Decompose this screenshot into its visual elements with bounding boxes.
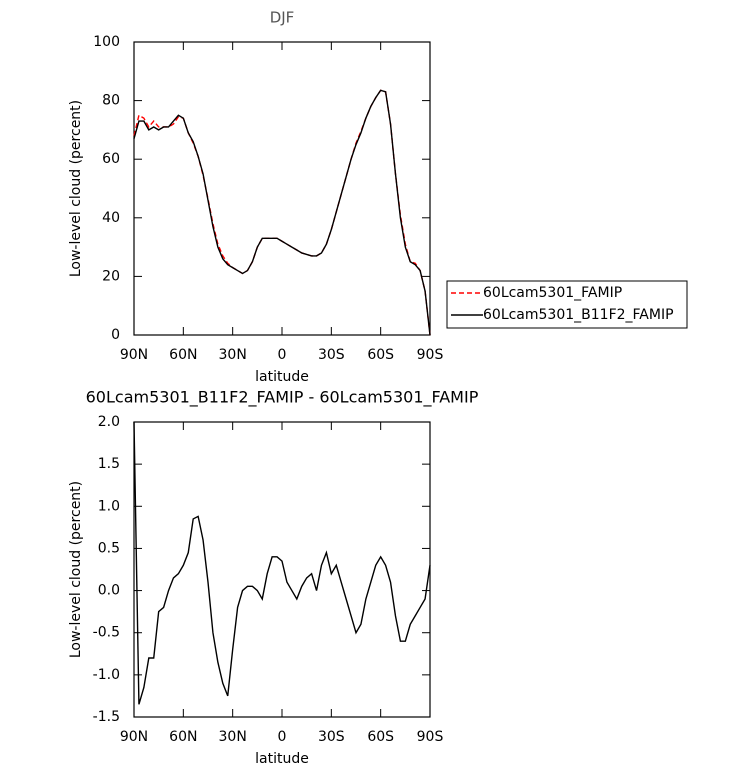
- chart-title: DJF: [270, 9, 295, 27]
- y-tick-label: 40: [102, 210, 120, 226]
- x-tick-label: 60N: [169, 729, 197, 745]
- x-tick-label: 90N: [120, 347, 148, 363]
- series-line: [133, 89, 431, 336]
- y-tick-label: 0.5: [98, 540, 120, 556]
- y-tick-label: 20: [102, 268, 120, 284]
- x-tick-label: 30N: [219, 729, 247, 745]
- x-tick-label: 90S: [417, 729, 444, 745]
- x-tick-label: 90N: [120, 729, 148, 745]
- plot-frame: [133, 421, 431, 718]
- y-tick-label: 2.0: [98, 414, 120, 430]
- y-tick-label: -1.0: [93, 667, 120, 683]
- series-line: [133, 89, 431, 336]
- x-tick-label: 0: [278, 347, 287, 363]
- x-tick-label: 30N: [219, 347, 247, 363]
- x-axis-label: latitude: [255, 751, 309, 767]
- x-tick-label: 30S: [318, 729, 345, 745]
- legend-label: 60Lcam5301_B11F2_FAMIP: [483, 307, 674, 323]
- y-tick-label: 1.5: [98, 456, 120, 472]
- y-tick-label: 60: [102, 151, 120, 167]
- x-tick-label: 60S: [367, 729, 394, 745]
- plot-frame: [133, 41, 431, 336]
- y-axis-label: Low-level cloud (percent): [68, 100, 84, 277]
- x-tick-label: 60N: [169, 347, 197, 363]
- legend-box: [446, 280, 688, 329]
- x-tick-label: 60S: [367, 347, 394, 363]
- y-tick-label: 100: [93, 34, 120, 50]
- x-tick-label: 90S: [417, 347, 444, 363]
- y-tick-label: -0.5: [93, 625, 120, 641]
- y-tick-label: 1.0: [98, 498, 120, 514]
- y-tick-label: 80: [102, 93, 120, 109]
- y-tick-label: -1.5: [93, 709, 120, 725]
- legend-label: 60Lcam5301_FAMIP: [483, 285, 622, 301]
- y-tick-label: 0.0: [98, 583, 120, 599]
- y-axis-label: Low-level cloud (percent): [68, 481, 84, 658]
- x-axis-label: latitude: [255, 369, 309, 385]
- x-tick-label: 30S: [318, 347, 345, 363]
- chart-title: 60Lcam5301_B11F2_FAMIP - 60Lcam5301_FAMI…: [86, 388, 479, 408]
- series-line: [133, 421, 431, 705]
- x-tick-label: 0: [278, 729, 287, 745]
- y-tick-label: 0: [111, 327, 120, 343]
